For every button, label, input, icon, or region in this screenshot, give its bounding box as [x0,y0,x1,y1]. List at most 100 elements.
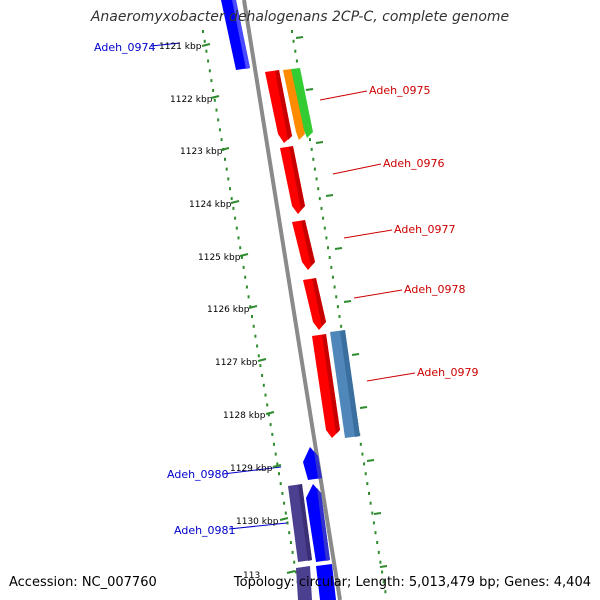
inner-track-dot [323,226,326,230]
outer-track-dot [235,226,238,230]
inner-track-dot [379,560,382,564]
scale-tick [248,305,258,309]
inner-track-dot [340,324,343,328]
gene-feature-bottom-purple[interactable] [296,566,312,600]
outer-track-dot [273,442,275,446]
outer-track-dot [257,354,260,358]
gene-label-adeh-0976[interactable]: Adeh_0976 [383,157,445,170]
inner-track-dot [320,206,323,210]
inner-track-dot [361,452,364,456]
outer-track-dot [251,315,253,318]
scale-label: 1124 kbp [189,200,232,210]
topology-summary: Topology: circular; Length: 5,013,479 bp… [233,575,591,590]
inner-track-dot [309,138,311,142]
gene-label-adeh-0974[interactable]: Adeh_0974 [94,41,156,54]
inner-track-dot [336,305,339,309]
scale-tick [257,358,267,362]
outer-track-dot [242,265,245,269]
inner-track-dot [368,491,370,495]
scale-label: 1122 kbp [170,95,213,105]
outer-track-dot [264,393,267,397]
inner-track-dot [330,265,333,269]
outer-track-dot [230,197,233,201]
accession-text: Accession: NC_007760 [9,575,157,590]
outer-track-dot [247,295,250,299]
outer-track-dot [293,560,296,564]
outer-track-dot [224,157,226,161]
inner-track-dot [363,462,366,466]
outer-track-dot [245,285,248,289]
outer-track-dot [208,69,211,73]
gene-feature-adeh-0978-shade [312,278,326,326]
inner-track-dot [310,147,313,151]
gene-feature-steelblue-shade [340,330,360,437]
gene-label-adeh-0978[interactable]: Adeh_0978 [404,283,466,296]
scale-label: 1125 kbp [198,253,241,263]
scale-tick [220,147,230,151]
scale-label: 1130 kbp [236,517,279,527]
connector-adeh-0975 [319,90,368,101]
connector-adeh-0974 [150,42,181,47]
label-connectors [150,42,416,530]
scale-tick [210,95,220,99]
outer-track-dot [210,79,213,83]
outer-track-dot [203,39,206,43]
inner-tick [315,141,324,144]
gene-feature-bottom-blue[interactable] [316,564,336,600]
inner-track-dot [295,59,298,63]
outer-track-dot [239,246,242,250]
outer-track-dot [220,138,223,142]
scale-labels: 1121 kbp 1122 kbp 1123 kbp 1124 kbp 1125… [159,42,296,581]
gene-label-adeh-0980[interactable]: Adeh_0980 [167,468,229,481]
gene-feature-adeh-0979-shade [322,334,340,434]
scale-label: 1129 kbp [230,464,273,474]
inner-tick [295,36,304,39]
inner-track-dot [366,482,369,486]
outer-track-dot [240,256,243,259]
outer-track-dot [244,275,247,279]
gene-labels: Adeh_0974 Adeh_0975 Adeh_0976 Adeh_0977 … [94,41,479,537]
gene-label-adeh-0981[interactable]: Adeh_0981 [174,524,236,537]
inner-tick [366,459,375,462]
gene-feature-adeh-0975-shade [275,70,292,140]
inner-scale-ticks [295,36,388,568]
outer-track-dot [286,521,289,525]
outer-track-dot [213,98,216,102]
gene-feature-adeh-0980-shade [314,451,322,479]
inner-track-dot [325,236,328,240]
gene-label-adeh-0975[interactable]: Adeh_0975 [369,84,431,97]
gene-feature-adeh-0977-shade [301,220,315,266]
outer-track-dot [267,413,270,417]
outer-track-dot [256,344,259,348]
outer-track-dot [274,452,277,456]
outer-track-dot [218,128,221,132]
scale-tick [265,411,275,415]
inner-track-dot [364,472,367,476]
outer-track-dot [252,324,255,328]
inner-track-dot [322,216,325,220]
inner-tick [325,194,334,197]
outer-track-dot [229,187,231,191]
gene-feature-orange[interactable] [283,69,305,140]
connector-adeh-0976 [332,163,382,175]
outer-track-dot [205,49,208,53]
gene-label-adeh-0977[interactable]: Adeh_0977 [394,223,456,236]
outer-track-dot [276,462,279,466]
outer-track-dot [215,108,218,112]
outer-track-dot [234,216,237,220]
scale-label: 1126 kbp [207,305,250,315]
scale-tick [286,570,296,574]
outer-track-dot [266,403,269,407]
inner-track-dot [292,39,295,43]
outer-track-dot [225,167,228,171]
gene-label-adeh-0979[interactable]: Adeh_0979 [417,366,479,379]
inner-track-dot [374,531,377,535]
outer-track-dot [289,541,292,544]
outer-track-dot [232,206,235,210]
connector-adeh-0980 [222,466,282,475]
gene-feature-green[interactable] [291,68,313,138]
inner-track-dot [359,442,362,446]
gene-feature-adeh-0976-shade [289,146,305,210]
inner-track-dot [384,590,387,594]
map-title: Anaeromyxobacter dehalogenans 2CP-C, com… [90,9,510,25]
